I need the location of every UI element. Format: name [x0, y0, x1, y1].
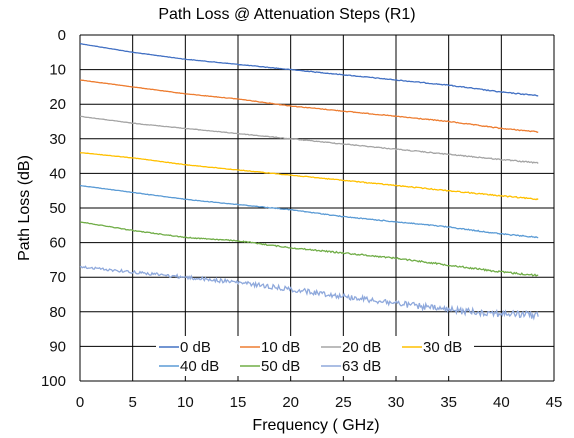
legend: 0 dB 10 dB 20 dB 30 dB 40 dB 50 dB 63 dB [156, 336, 474, 376]
x-tick-label: 40 [493, 394, 510, 411]
x-tick-label: 30 [388, 394, 405, 411]
x-tick-label: 45 [546, 394, 563, 411]
x-tick-label: 20 [282, 394, 299, 411]
series-line-20-db [80, 115, 539, 164]
y-tick-label: 80 [49, 304, 66, 321]
y-tick-label: 10 [49, 62, 66, 79]
y-tick-label: 90 [49, 338, 66, 355]
y-tick-label: 50 [49, 200, 66, 217]
series-line-0-db [79, 43, 539, 97]
series-lines [79, 43, 539, 321]
x-tick-label: 35 [440, 394, 457, 411]
x-tick-label: 10 [177, 394, 194, 411]
legend-label: 0 dB [180, 339, 211, 356]
series-line-63-db [79, 265, 539, 321]
legend-label: 20 dB [342, 339, 381, 356]
y-tick-label: 0 [58, 27, 66, 44]
y-tick-label: 40 [49, 165, 66, 182]
grid [79, 34, 555, 382]
series-line-50-db [79, 221, 539, 277]
legend-label: 40 dB [180, 358, 219, 375]
legend-background [156, 336, 474, 376]
chart-title: Path Loss @ Attenuation Steps (R1) [158, 6, 415, 23]
series-line-10-db [80, 79, 539, 133]
tick-labels: 0 5 10 15 20 25 30 35 40 45 0 10 20 30 40 50 60 70 80 90 100 [41, 27, 562, 411]
y-tick-label: 30 [49, 131, 66, 148]
y-axis-title: Path Loss (dB) [16, 155, 33, 261]
y-tick-label: 70 [49, 269, 66, 286]
x-tick-label: 25 [335, 394, 352, 411]
x-tick-label: 5 [128, 394, 136, 411]
y-tick-label: 100 [41, 373, 66, 390]
y-tick-label: 60 [49, 235, 66, 252]
x-tick-label: 0 [76, 394, 84, 411]
series-line-30-db [80, 152, 539, 201]
legend-label: 63 dB [342, 358, 381, 375]
legend-label: 50 dB [261, 358, 300, 375]
legend-label: 10 dB [261, 339, 300, 356]
x-axis-title: Frequency ( GHz) [252, 417, 379, 434]
x-tick-label: 15 [230, 394, 247, 411]
y-tick-label: 20 [49, 96, 66, 113]
series-line-40-db [79, 184, 539, 239]
legend-label: 30 dB [423, 339, 462, 356]
